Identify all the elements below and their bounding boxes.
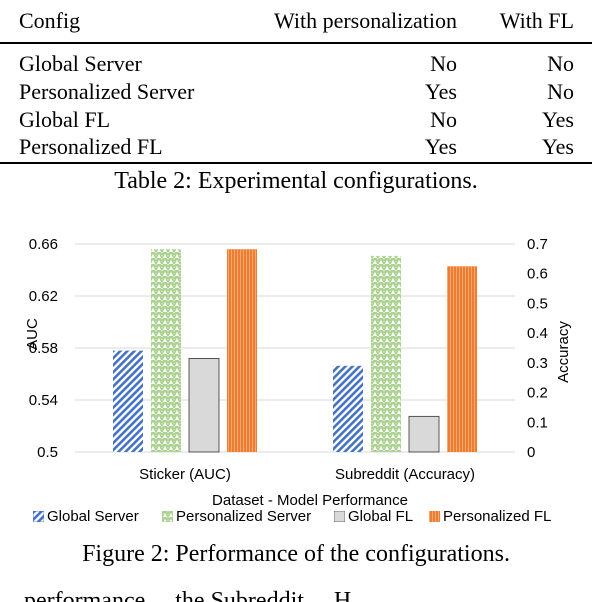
figure-caption: Figure 2: Performance of the configurati…: [82, 541, 510, 567]
x-axis-title: Dataset - Model Performance: [212, 492, 408, 509]
bar-global-fl: [408, 415, 440, 453]
x-tick-label: Sticker (AUC): [139, 466, 231, 483]
table-header-personalization: With personalization: [273, 8, 457, 33]
y-axis-title: AUC: [24, 318, 41, 350]
y2-tick-label: 0.1: [527, 414, 548, 431]
table-cell-personalization: Yes: [424, 134, 457, 159]
table-cell-personalization: No: [430, 107, 457, 132]
table-cell-config: Global FL: [19, 107, 111, 132]
legend-label: Personalized FL: [443, 508, 552, 525]
y-tick-label: 0.58: [29, 340, 58, 357]
legend-label: Personalized Server: [176, 508, 312, 525]
y2-axis-title: Accuracy: [555, 321, 572, 383]
table-cell-config: Global Server: [19, 51, 142, 76]
bar-personalized-fl: [227, 249, 257, 452]
bar-personalized-server: [151, 249, 181, 452]
table-cell-fl: No: [547, 51, 574, 76]
y2-tick-label: 0.7: [527, 236, 548, 253]
performance-chart: 0.66 0.62 0.58 0.54 0.5 0.7 0.6 0.5 0.4 0.3 0.2 0.1…: [24, 236, 572, 509]
y-tick-label: 0.66: [29, 236, 58, 253]
body-text-partial: ... performance ... the Subreddit ... H: [0, 586, 592, 602]
legend-label: Global Server: [47, 508, 139, 525]
legend-swatch: [33, 511, 44, 522]
y-tick-label: 0.54: [29, 392, 58, 409]
y2-tick-label: 0.5: [527, 295, 548, 312]
table-header-fl: With FL: [499, 8, 574, 33]
table-cell-personalization: No: [430, 51, 457, 76]
table-cell-fl: Yes: [541, 134, 574, 159]
bar-personalized-server: [371, 255, 401, 452]
table-cell-config: Personalized Server: [19, 79, 195, 104]
table-bottom-rule: [0, 162, 592, 164]
table-cell-fl: No: [547, 79, 574, 104]
legend-swatch: [429, 511, 440, 522]
x-tick-label: Subreddit (Accuracy): [335, 466, 475, 483]
y2-tick-label: 0: [527, 444, 535, 461]
bar-global-fl: [188, 357, 220, 453]
y2-tick-label: 0.3: [527, 355, 548, 372]
table-header-config: Config: [19, 8, 81, 33]
legend-label: Global FL: [348, 508, 414, 525]
y2-tick-label: 0.6: [527, 266, 548, 283]
legend-swatch: [162, 511, 173, 522]
table-cell-personalization: Yes: [424, 79, 457, 104]
legend-swatch: [334, 511, 345, 522]
bar-global-server: [113, 350, 143, 452]
y2-tick-label: 0.2: [527, 385, 548, 402]
table-caption: Table 2: Experimental configurations.: [114, 168, 478, 194]
bar-global-server: [333, 365, 363, 452]
y2-tick-label: 0.4: [527, 325, 548, 342]
table-cell-fl: Yes: [541, 107, 574, 132]
y-tick-label: 0.5: [37, 444, 58, 461]
table-cell-config: Personalized FL: [19, 134, 163, 159]
y-tick-label: 0.62: [29, 288, 58, 305]
bar-personalized-fl: [447, 266, 477, 452]
table-header-rule: [0, 42, 592, 44]
body-text-line: ... performance ... the Subreddit ... H: [0, 588, 352, 602]
